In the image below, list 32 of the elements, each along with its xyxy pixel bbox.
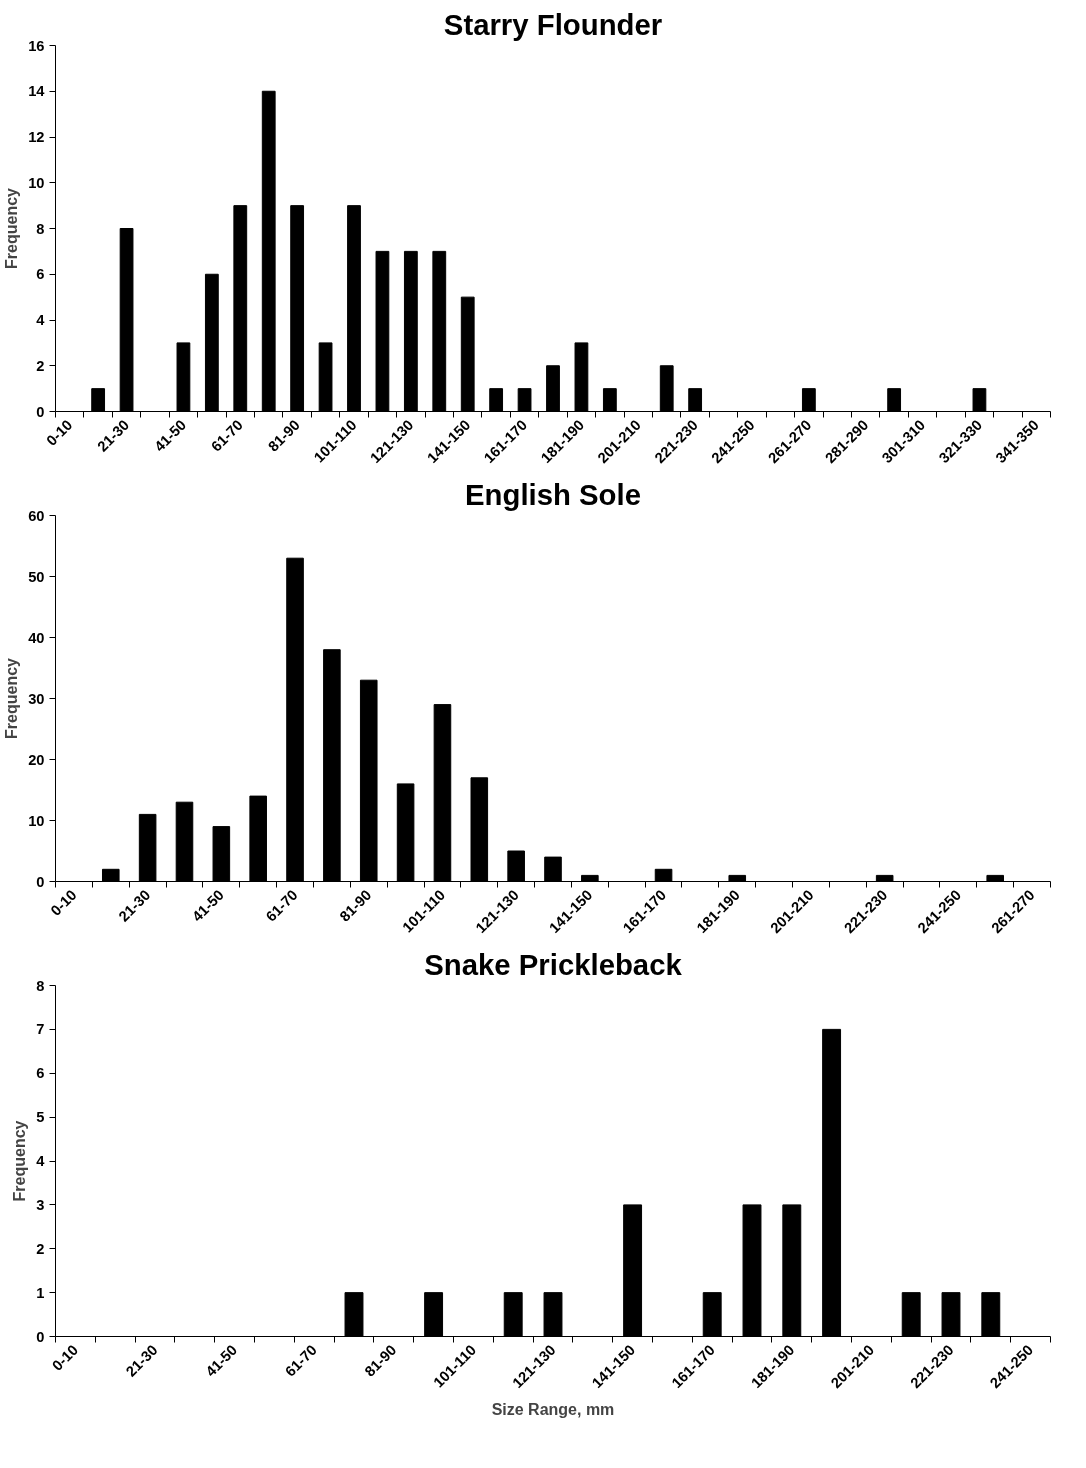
y-tick-label: 5 <box>36 1109 45 1126</box>
y-tick-label: 8 <box>36 977 45 994</box>
chart-title: Starry Flounder <box>443 7 663 41</box>
y-tick-label: 60 <box>28 507 45 524</box>
y-tick-label: 14 <box>28 83 46 100</box>
y-tick-label: 2 <box>36 1240 45 1257</box>
y-axis-title: Frequency <box>3 187 21 269</box>
y-tick-label: 2 <box>36 357 45 374</box>
y-tick-label: 0 <box>36 873 45 890</box>
y-tick-label: 0 <box>36 403 45 420</box>
y-axis-title: Frequency <box>3 657 21 739</box>
y-tick-label: 6 <box>36 266 45 283</box>
y-tick-label: 4 <box>36 312 46 328</box>
y-tick-label: 10 <box>28 812 45 829</box>
y-tick-label: 16 <box>28 37 45 54</box>
x-axis-title: Size Range, mm <box>491 1400 615 1418</box>
y-tick-label: 50 <box>28 568 45 585</box>
chart-title: English Sole <box>465 477 641 511</box>
y-axis-title: Frequency <box>11 1120 29 1202</box>
y-tick-label: 40 <box>28 629 45 646</box>
y-tick-label: 30 <box>28 690 45 707</box>
y-tick-label: 8 <box>36 220 45 237</box>
y-tick-label: 12 <box>28 129 45 145</box>
y-tick-label: 4 <box>36 1153 46 1169</box>
chart-title: Snake Prickleback <box>424 947 683 981</box>
y-tick-label: 6 <box>36 1065 45 1082</box>
y-tick-label: 3 <box>36 1196 45 1213</box>
y-tick-label: 1 <box>36 1284 45 1301</box>
y-tick-label: 10 <box>28 174 45 191</box>
y-tick-label: 7 <box>36 1021 45 1038</box>
y-tick-label: 20 <box>28 751 45 768</box>
y-tick-label: 0 <box>36 1328 45 1345</box>
